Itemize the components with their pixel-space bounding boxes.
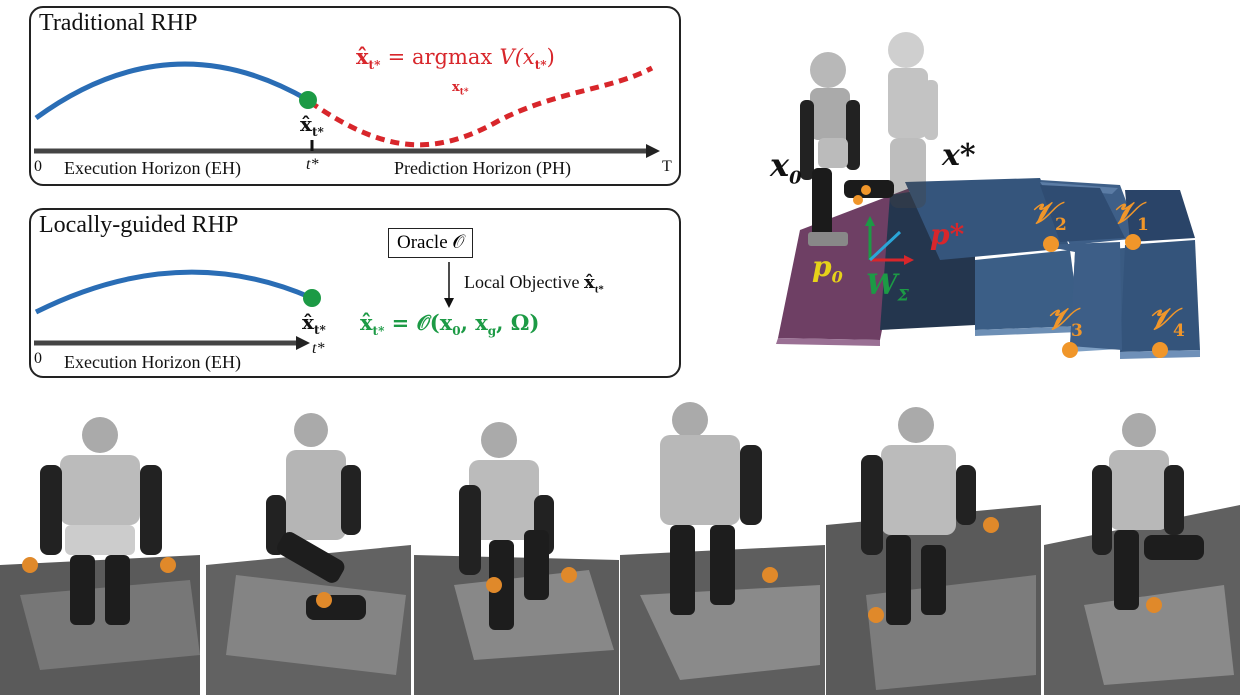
- traditional-rhp-diagram: [34, 61, 660, 158]
- vertex-4-label: 𝒱4: [1148, 302, 1185, 341]
- vertex-3: [1062, 342, 1078, 358]
- locally-guided-rhp-diagram: [34, 262, 454, 350]
- axis-start-label: 0: [34, 158, 42, 175]
- tick-label: t*: [306, 156, 319, 173]
- stepping-stone: [975, 250, 1080, 330]
- vertex-2-label: 𝒱2: [1030, 196, 1067, 235]
- panel-title: Traditional RHP: [39, 10, 198, 36]
- frame-4: [620, 402, 825, 695]
- axis-start-label: 0: [34, 350, 42, 367]
- axis-arrow-head: [646, 144, 660, 158]
- tick-label: t*: [312, 340, 325, 357]
- oracle-box: Oracle 𝒪: [388, 228, 474, 258]
- oracle-arrow-head: [444, 298, 454, 308]
- frame-axis-y: [868, 230, 902, 262]
- initial-contact-label: p0: [812, 250, 843, 287]
- target-contact-label: p*: [930, 218, 965, 251]
- oracle-equation: x̂t* = 𝒪(x0, xg, Ω): [360, 310, 540, 339]
- frame-3: [414, 422, 619, 695]
- execution-trajectory: [34, 61, 310, 121]
- stepping-stone: [1125, 190, 1195, 242]
- start-stepping-stone: [778, 188, 910, 340]
- vertex-1-label: 𝒱1: [1112, 196, 1149, 235]
- vertex-3-label: 𝒱3: [1046, 302, 1083, 341]
- locally-guided-rhp-panel: Locally-guided RHP: [29, 208, 681, 378]
- state-point: [303, 289, 321, 307]
- stepping-stone: [905, 178, 1070, 260]
- axis-end-label: T: [662, 158, 672, 175]
- vertex-2: [1043, 236, 1059, 252]
- stepping-stone: [1040, 242, 1122, 350]
- vertex-1: [1125, 234, 1141, 250]
- execution-trajectory: [34, 269, 314, 315]
- optimal-state-equation: x̂t* = argmax V(xt*): [356, 44, 555, 73]
- argmax-subscript: xt*: [452, 80, 469, 98]
- frame-2: [206, 413, 411, 695]
- state-point: [299, 91, 317, 109]
- robot-motion-filmstrip: [0, 402, 1240, 695]
- humanoid-robot-icon: [800, 52, 894, 246]
- stepping-stone: [1040, 185, 1125, 242]
- prediction-horizon-label: Prediction Horizon (PH): [394, 158, 571, 178]
- panel-title: Locally-guided RHP: [39, 212, 239, 238]
- state-point-label: x̂t*: [302, 310, 326, 337]
- contact-planning-scene: [776, 32, 1200, 359]
- execution-horizon-label: Execution Horizon (EH): [64, 352, 241, 372]
- frame-1: [0, 417, 200, 695]
- initial-state-label: x0: [770, 146, 802, 189]
- state-point-label: x̂t*: [300, 112, 324, 139]
- execution-horizon-label: Execution Horizon (EH): [64, 158, 241, 178]
- world-frame-label: WΣ: [866, 268, 909, 305]
- goal-state-label: x*: [942, 138, 976, 173]
- frame-5: [826, 407, 1041, 695]
- stepping-stone: [1120, 240, 1200, 352]
- prediction-trajectory: [308, 65, 654, 148]
- local-objective-label: Local Objective x̂t*: [464, 272, 604, 296]
- humanoid-robot-icon: [888, 32, 938, 208]
- axis-arrow-head: [296, 336, 310, 350]
- vertex-4: [1152, 342, 1168, 358]
- traditional-rhp-panel: Traditional RHP: [29, 6, 681, 186]
- frame-6: [1044, 413, 1240, 695]
